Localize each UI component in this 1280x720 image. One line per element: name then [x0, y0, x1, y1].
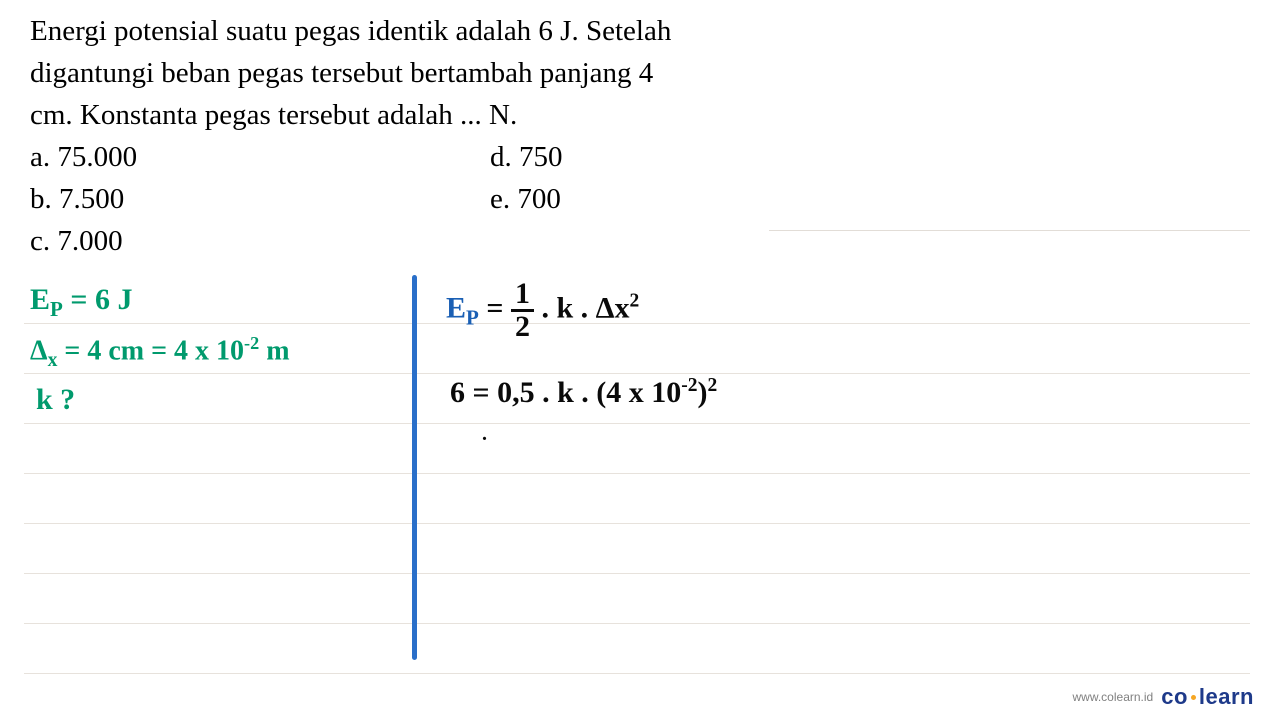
logo-dot-icon	[1191, 695, 1196, 700]
dx-val: = 4 cm = 4 x 10	[57, 335, 244, 366]
rule-2	[24, 373, 1250, 374]
sub-pre: 6 = 0,5 . k . (4 x 10	[450, 376, 681, 409]
notebook-area: EP = 6 J Δx = 4 cm = 4 x 10-2 m k ? EP =…	[24, 275, 1250, 665]
formula-post: . k . Δx	[534, 291, 630, 324]
ep-e: E	[30, 283, 50, 316]
rule-4	[24, 473, 1250, 474]
question-text: Energi potensial suatu pegas identik ada…	[30, 10, 800, 262]
rule-7	[24, 623, 1250, 624]
sub-mid: )	[698, 376, 708, 409]
formula-e: E	[446, 291, 466, 324]
watermark-url: www.colearn.id	[1073, 690, 1154, 704]
option-a: a. 75.000	[30, 136, 490, 178]
given-dx: Δx = 4 cm = 4 x 10-2 m	[30, 333, 290, 372]
frac-den: 2	[511, 312, 534, 342]
logo-left: co	[1161, 684, 1188, 709]
formula-e-sub: P	[466, 305, 479, 329]
logo-right: learn	[1199, 684, 1254, 709]
formula-eq: =	[479, 291, 511, 324]
dx-delta: Δ	[30, 335, 48, 366]
rule-8	[24, 673, 1250, 674]
ep-val: = 6 J	[63, 283, 133, 316]
ep-sub: P	[50, 297, 63, 321]
colearn-logo: colearn	[1161, 684, 1254, 710]
rule-3	[24, 423, 1250, 424]
rule-partial	[769, 230, 1250, 231]
option-c: c. 7.000	[30, 220, 490, 262]
dx-sub: x	[48, 350, 58, 371]
frac-num: 1	[511, 279, 534, 312]
option-e: e. 700	[490, 178, 561, 220]
dx-exp: -2	[244, 333, 259, 353]
vertical-divider	[412, 275, 417, 660]
options-row-1: a. 75.000 d. 750	[30, 136, 800, 178]
k-text: k ?	[36, 383, 75, 416]
rule-6	[24, 573, 1250, 574]
options-row-3: c. 7.000	[30, 220, 800, 262]
formula-exp: 2	[629, 290, 639, 311]
option-b: b. 7.500	[30, 178, 490, 220]
dx-unit: m	[259, 335, 289, 366]
options-row-2: b. 7.500 e. 700	[30, 178, 800, 220]
question-line-3: cm. Konstanta pegas tersebut adalah ... …	[30, 94, 800, 136]
formula-frac: 12	[511, 279, 534, 342]
question-line-1: Energi potensial suatu pegas identik ada…	[30, 10, 800, 52]
option-d: d. 750	[490, 136, 563, 178]
substitution: 6 = 0,5 . k . (4 x 10-2)2	[450, 375, 717, 410]
sub-exp1: -2	[681, 375, 697, 396]
given-k: k ?	[36, 383, 75, 417]
watermark: www.colearn.id colearn	[1073, 684, 1254, 710]
sub-exp2: 2	[708, 375, 718, 396]
formula-ep: EP = 12 . k . Δx2	[446, 279, 639, 342]
stray-dot: .	[482, 423, 487, 446]
page-root: Energi potensial suatu pegas identik ada…	[0, 0, 1280, 720]
given-ep: EP = 6 J	[30, 283, 132, 322]
question-line-2: digantungi beban pegas tersebut bertamba…	[30, 52, 800, 94]
rule-5	[24, 523, 1250, 524]
